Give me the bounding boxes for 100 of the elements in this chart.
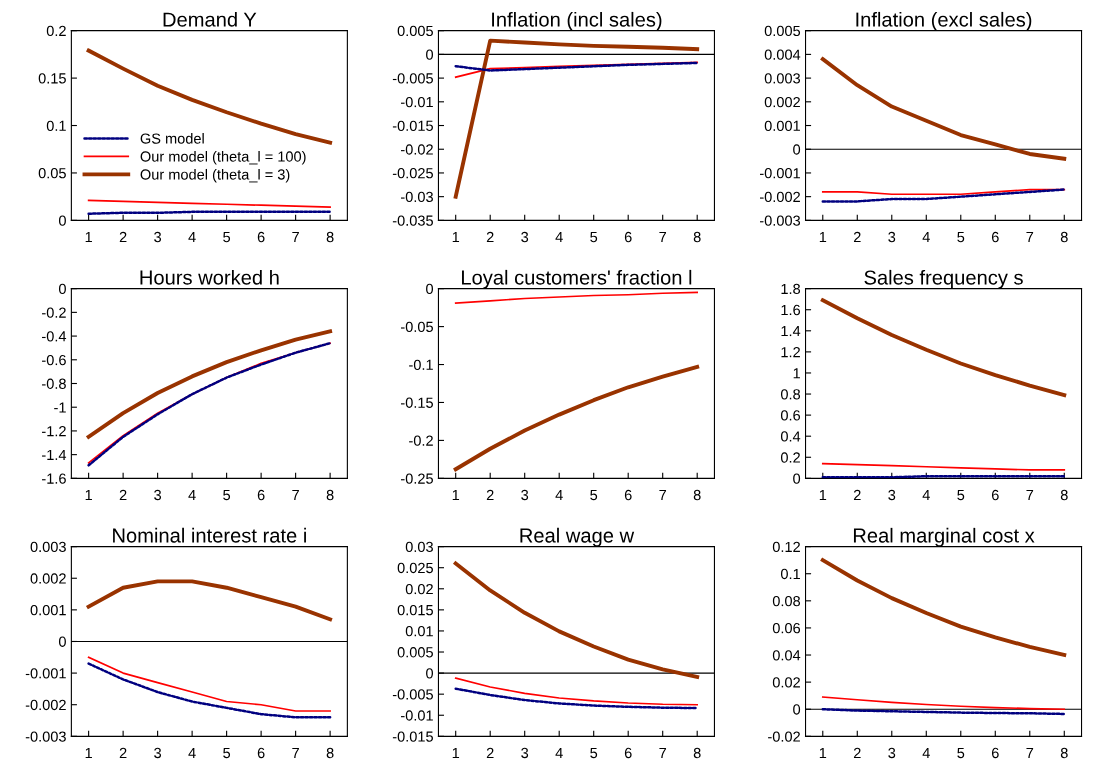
x-tick-label: 2 <box>119 231 127 243</box>
y-tick-label: 1.8 <box>781 283 801 295</box>
x-tick-label: 1 <box>452 232 460 243</box>
x-tick-label: 6 <box>257 231 265 243</box>
x-tick-label: 6 <box>991 489 999 501</box>
x-tick-label: 5 <box>957 747 965 759</box>
x-tick-label: 3 <box>521 747 529 759</box>
y-tick-label: -0.002 <box>25 699 66 711</box>
x-tick-label: 7 <box>292 232 299 243</box>
y-tick-label: -0.015 <box>392 120 433 131</box>
x-tick-label: 2 <box>853 231 861 243</box>
y-tick-label: 0.6 <box>780 410 801 421</box>
x-tick-label: 4 <box>555 747 563 758</box>
x-tick-label: 5 <box>590 489 598 501</box>
y-tick-label: 0.2 <box>780 452 800 463</box>
y-tick-label: 0 <box>793 473 801 484</box>
y-tick-label: 0 <box>426 49 434 60</box>
x-tick-label: 6 <box>991 747 999 759</box>
x-tick-label: 8 <box>1060 747 1068 759</box>
y-tick-label: -0.025 <box>392 168 433 179</box>
y-tick-label: 0 <box>58 636 66 647</box>
y-tick-label: 0 <box>58 283 66 295</box>
x-tick-label: 1 <box>819 232 827 243</box>
y-tick-label: 0.03 <box>405 541 433 553</box>
y-tick-label: 0.002 <box>30 573 66 584</box>
y-tick-label: 0.001 <box>764 120 800 131</box>
y-tick-label: 0.05 <box>38 168 66 179</box>
y-tick-label: -0.02 <box>768 731 800 742</box>
y-tick-label: -0.02 <box>401 144 433 155</box>
y-tick-label: 1 <box>793 368 800 379</box>
y-tick-label: -0.003 <box>25 731 66 742</box>
y-tick-label: -0.2 <box>42 307 66 318</box>
y-tick-label: 0 <box>426 668 434 679</box>
x-tick-label: 6 <box>991 231 999 243</box>
x-tick-label: 3 <box>154 489 162 501</box>
y-tick-label: -0.6 <box>42 354 66 366</box>
chart-title: Sales frequency s <box>864 269 1023 289</box>
y-tick-label: -0.01 <box>401 96 433 108</box>
y-tick-label: -1.2 <box>42 426 66 437</box>
x-tick-label: 3 <box>154 231 162 243</box>
x-tick-label: 6 <box>624 747 632 759</box>
y-tick-label: -0.001 <box>25 668 66 679</box>
y-tick-label: -0.035 <box>392 215 433 226</box>
y-tick-label: 1.2 <box>781 346 800 358</box>
y-tick-label: 0.08 <box>772 595 801 607</box>
y-tick-label: -0.03 <box>401 191 433 203</box>
y-tick-label: 0.003 <box>30 541 66 553</box>
x-tick-label: 8 <box>693 489 701 501</box>
x-tick-label: 7 <box>1026 232 1034 243</box>
y-tick-label: 0.001 <box>30 604 66 616</box>
x-tick-label: 8 <box>326 489 334 501</box>
x-tick-label: 2 <box>853 489 861 501</box>
x-tick-label: 7 <box>292 747 299 758</box>
y-tick-label: -0.01 <box>401 710 433 721</box>
x-tick-label: 4 <box>922 747 930 758</box>
legend-label: Our model (theta_l = 3) <box>140 168 290 183</box>
x-tick-label: 1 <box>819 489 827 501</box>
x-tick-label: 7 <box>292 489 299 501</box>
y-tick-label: 1.6 <box>781 304 801 316</box>
y-tick-label: 0.04 <box>772 650 801 661</box>
y-tick-label: 0.015 <box>397 604 433 616</box>
x-tick-label: 4 <box>188 747 196 758</box>
x-tick-label: 5 <box>590 747 598 759</box>
y-tick-label: 0.8 <box>780 389 801 400</box>
y-tick-label: -0.15 <box>401 397 433 408</box>
chart-title: Nominal interest rate i <box>113 527 306 543</box>
x-tick-label: 5 <box>957 232 965 243</box>
y-tick-label: -0.001 <box>759 168 800 179</box>
y-tick-label: -0.25 <box>401 473 433 484</box>
legend-label: GS model <box>140 133 204 144</box>
y-tick-label: -0.015 <box>392 731 433 742</box>
x-tick-label: 1 <box>85 747 92 758</box>
x-tick-label: 3 <box>521 231 529 243</box>
x-tick-label: 5 <box>223 489 231 501</box>
x-tick-label: 8 <box>1060 231 1068 243</box>
x-tick-label: 7 <box>1026 489 1034 501</box>
x-tick-label: 1 <box>819 747 827 758</box>
y-tick-label: -0.8 <box>42 378 66 389</box>
x-tick-label: 7 <box>1026 747 1034 758</box>
y-tick-label: -1.6 <box>42 473 66 484</box>
x-tick-label: 3 <box>888 231 896 243</box>
y-tick-label: 0 <box>426 283 434 295</box>
y-tick-label: -0.05 <box>401 321 433 333</box>
x-tick-label: 6 <box>257 489 265 501</box>
x-tick-label: 6 <box>624 489 632 501</box>
y-tick-label: -0.002 <box>759 191 800 203</box>
x-tick-label: 3 <box>154 747 162 759</box>
y-tick-label: 0.4 <box>780 431 801 442</box>
x-tick-label: 8 <box>1060 489 1068 501</box>
y-tick-label: 0.003 <box>764 73 801 84</box>
y-tick-label: -1 <box>54 402 66 413</box>
y-tick-label: 0.02 <box>772 677 800 688</box>
x-tick-label: 3 <box>888 747 896 759</box>
y-tick-label: 0.005 <box>397 647 433 658</box>
y-tick-label: 0.1 <box>46 120 66 131</box>
x-tick-label: 1 <box>452 747 460 758</box>
x-tick-label: 8 <box>326 231 334 243</box>
chart-title: Demand Y <box>163 11 257 27</box>
x-tick-label: 5 <box>957 489 965 501</box>
y-tick-label: 0.01 <box>405 626 433 637</box>
